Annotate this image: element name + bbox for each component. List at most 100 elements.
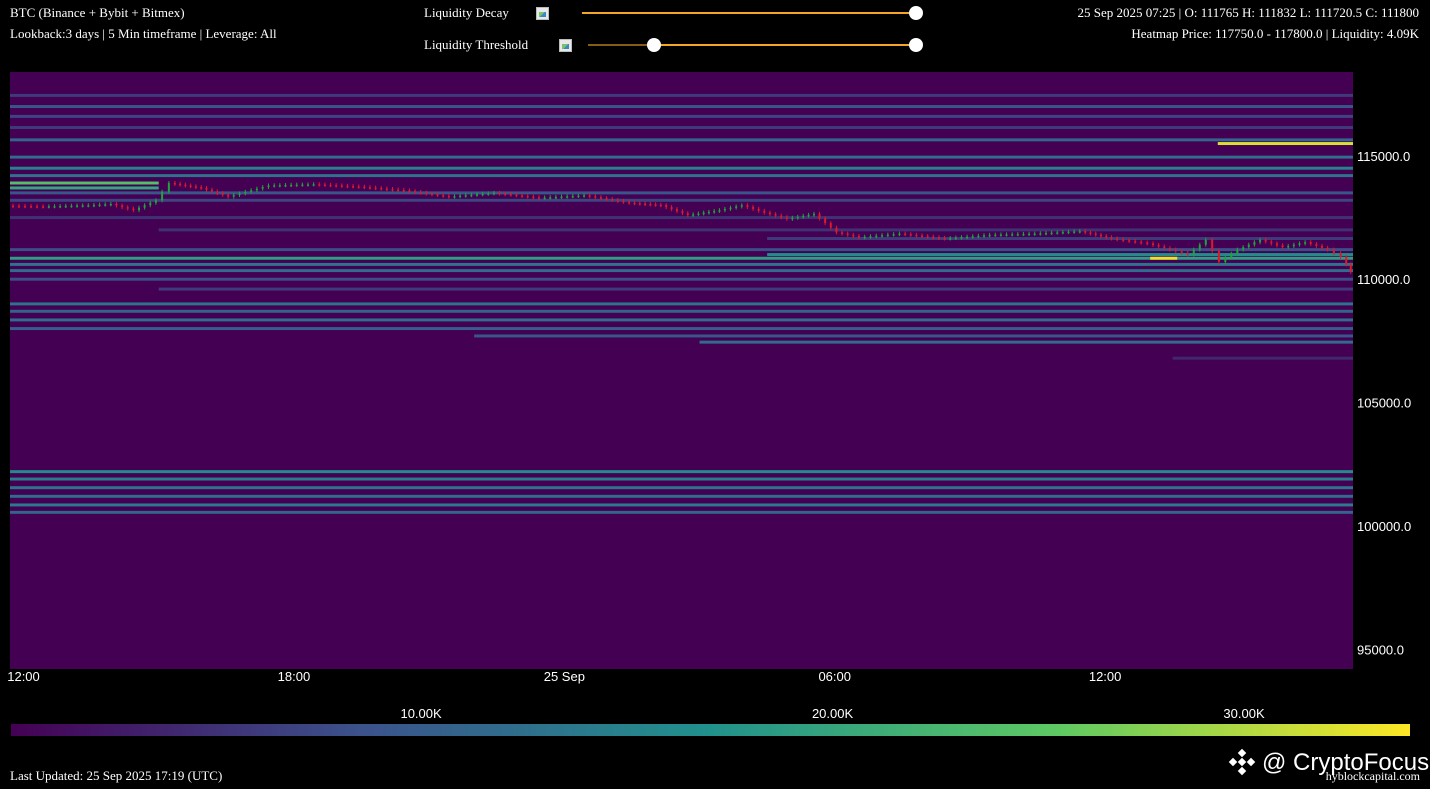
candle-body xyxy=(504,193,507,195)
liquidity-band xyxy=(1217,142,1353,146)
candle-body xyxy=(994,234,997,237)
candle-body xyxy=(47,206,50,208)
x-axis: 12:00 18:00 25 Sep 06:00 12:00 xyxy=(7,669,1121,684)
candle-body xyxy=(244,191,247,194)
liquidity-band xyxy=(10,155,1353,159)
candle-body xyxy=(1275,243,1278,246)
candle-body xyxy=(1005,234,1008,236)
candle-body xyxy=(205,187,208,190)
liquidity-band xyxy=(10,248,1353,252)
candle-body xyxy=(419,191,422,194)
candle-body xyxy=(1345,257,1348,265)
candle-body xyxy=(515,194,518,197)
threshold-slider-high-thumb[interactable] xyxy=(909,38,923,52)
candle-body xyxy=(638,203,641,205)
candle-body xyxy=(909,234,912,236)
candle-body xyxy=(537,197,540,199)
candle-body xyxy=(307,184,310,186)
candle-body xyxy=(881,235,884,237)
candle-body xyxy=(154,200,157,203)
candle-body xyxy=(184,184,187,187)
liquidity-band xyxy=(10,309,1353,313)
candle-body xyxy=(414,191,417,193)
candle-body xyxy=(757,208,760,211)
candle-body xyxy=(812,213,815,216)
candle-body xyxy=(1056,232,1059,234)
candle-body xyxy=(729,207,732,210)
candle-body xyxy=(1044,232,1047,235)
candle-body xyxy=(1186,252,1189,255)
source-link[interactable]: hyblockcapital.com xyxy=(1325,769,1420,783)
candle-body xyxy=(875,235,878,238)
candle-body xyxy=(442,195,445,197)
candle-body xyxy=(846,233,849,236)
candle-body xyxy=(1168,248,1171,250)
candle-body xyxy=(932,236,935,239)
candle-body xyxy=(644,203,647,206)
liquidity-band xyxy=(158,228,1354,232)
candle-body xyxy=(1122,239,1125,241)
threshold-slider-low-thumb[interactable] xyxy=(646,38,661,52)
candle-body xyxy=(1180,251,1183,253)
liquidity-band xyxy=(10,198,1353,202)
candle-body xyxy=(104,204,107,206)
candle-body xyxy=(81,205,84,207)
candle-body xyxy=(1242,247,1245,250)
threshold-slider-range[interactable] xyxy=(653,44,916,46)
liquidation-heatmap-chart[interactable]: 12:00 18:00 25 Sep 06:00 12:00 115000.0 11000… xyxy=(0,60,1430,695)
colorbar xyxy=(11,724,1410,736)
candle-body xyxy=(1140,241,1143,244)
candle-body xyxy=(1304,242,1307,244)
candle-body xyxy=(670,207,673,210)
candle-body xyxy=(189,185,192,187)
candle-body xyxy=(949,238,952,240)
candle-body xyxy=(1264,239,1267,242)
liquidity-band xyxy=(10,174,1353,178)
candle-body xyxy=(374,187,377,190)
decay-slider-thumb[interactable] xyxy=(909,6,923,20)
candle-body xyxy=(464,195,467,197)
candle-body xyxy=(898,233,901,236)
candle-body xyxy=(594,196,597,198)
candle-body xyxy=(1198,244,1201,250)
decay-slider-track[interactable] xyxy=(582,12,916,14)
y-tick-label: 110000.0 xyxy=(1357,272,1410,287)
ohlc-readout: 25 Sep 2025 07:25 | O: 111765 H: 111832 … xyxy=(1077,5,1419,20)
candle-body xyxy=(960,237,963,239)
candle-body xyxy=(1028,233,1031,236)
candle-body xyxy=(802,215,805,218)
liquidity-band xyxy=(10,470,1353,474)
candle-body xyxy=(1339,253,1342,258)
watermark: @ CryptoFocus xyxy=(1262,749,1430,776)
candle-body xyxy=(498,192,501,195)
candle-body xyxy=(143,205,146,208)
candle-body xyxy=(560,196,563,199)
candle-body xyxy=(628,201,631,204)
candle-body xyxy=(633,202,636,205)
candle-body xyxy=(1022,233,1025,236)
candle-body xyxy=(616,199,619,202)
candle-body xyxy=(892,234,895,236)
candle-body xyxy=(267,185,270,188)
liquidity-band xyxy=(10,186,159,190)
heatmap-area xyxy=(10,72,1354,669)
binance-logo-icon xyxy=(1228,748,1256,776)
candle-body xyxy=(453,196,456,198)
candle-body xyxy=(436,194,439,196)
liquidity-band xyxy=(474,334,1353,338)
price-candles xyxy=(12,181,1352,274)
candle-body xyxy=(161,191,164,201)
candle-body xyxy=(1152,243,1155,245)
candle-body xyxy=(312,184,315,186)
candle-body xyxy=(481,193,484,196)
candle-body xyxy=(841,232,844,234)
candle-body xyxy=(109,203,112,206)
last-updated: Last Updated: 25 Sep 2025 17:19 (UTC) xyxy=(10,768,223,783)
candle-body xyxy=(459,195,462,198)
candle-body xyxy=(707,211,710,214)
candle-body xyxy=(1016,234,1019,236)
candle-body xyxy=(509,194,512,196)
chart-subtitle: Lookback:3 days | 5 Min timeframe | Leve… xyxy=(10,26,277,41)
candle-body xyxy=(36,206,39,208)
liquidity-band xyxy=(10,486,1353,490)
